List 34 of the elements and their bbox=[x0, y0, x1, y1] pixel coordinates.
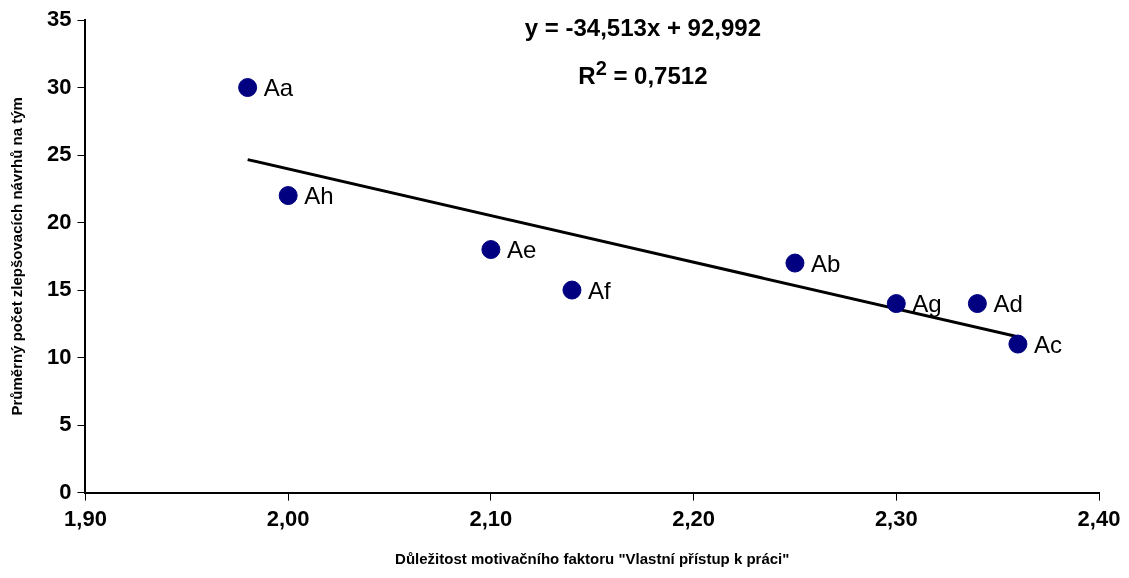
point bbox=[785, 253, 805, 273]
annotation: Aa bbox=[263, 74, 294, 102]
point bbox=[967, 294, 987, 314]
annotation: Ae bbox=[506, 236, 537, 264]
point bbox=[278, 186, 298, 206]
point bbox=[562, 280, 582, 300]
annotation: Ag bbox=[912, 290, 942, 318]
y-tick-label: 0 bbox=[59, 478, 72, 504]
point bbox=[1008, 334, 1028, 354]
annotation: Af bbox=[587, 276, 611, 304]
x-tick-label: 2,10 bbox=[469, 505, 513, 531]
point bbox=[481, 240, 501, 260]
point bbox=[238, 78, 258, 98]
annotation: Ab bbox=[810, 249, 841, 277]
x-tick-label: 2,40 bbox=[1077, 505, 1121, 531]
annotation: Ac bbox=[1033, 330, 1062, 358]
x-tick-label: 2,00 bbox=[266, 505, 310, 531]
annotation: Ah bbox=[304, 182, 334, 210]
y-tick-label: 30 bbox=[46, 73, 72, 99]
y-tick-label: 25 bbox=[46, 141, 72, 167]
point bbox=[886, 294, 906, 314]
x-tick-label: 1,90 bbox=[64, 505, 107, 531]
annotation: R$^{2}$ = 0,7512 bbox=[577, 56, 709, 91]
annotation: y = -34,513x + 92,992 bbox=[523, 13, 762, 43]
x-tick-label: 2,20 bbox=[672, 505, 715, 531]
y-tick-label: 35 bbox=[46, 6, 72, 32]
x-tick-label: 2,30 bbox=[874, 505, 918, 531]
y-axis-title: Průměrný počet zlepšovacích návrhů na tým bbox=[8, 97, 26, 416]
y-tick-label: 10 bbox=[46, 343, 72, 369]
y-tick-label: 15 bbox=[46, 276, 72, 302]
y-tick-label: 20 bbox=[46, 208, 72, 234]
x-axis-title: Důležitost motivačního faktoru "Vlastní přístup k práci" bbox=[395, 550, 790, 568]
y-tick-label: 5 bbox=[59, 411, 72, 437]
annotation: Ad bbox=[993, 290, 1023, 318]
